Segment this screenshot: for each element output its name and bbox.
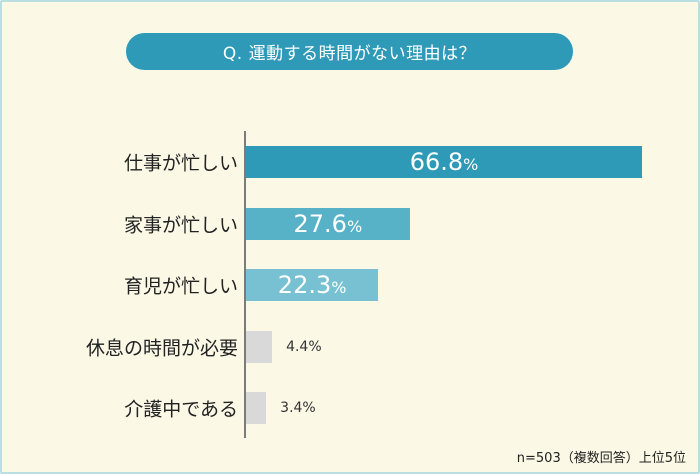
category-label: 休息の時間が必要 bbox=[85, 337, 238, 360]
value-label: 4.4% bbox=[286, 339, 322, 355]
bar bbox=[246, 146, 643, 178]
bar bbox=[246, 331, 273, 363]
category-label: 育児が忙しい bbox=[123, 275, 238, 298]
sample-note: n=503（複数回答）上位5位 bbox=[516, 451, 686, 466]
bar bbox=[246, 269, 379, 301]
value-label: 66.8% bbox=[409, 148, 479, 176]
bar bbox=[246, 208, 410, 240]
category-label: 仕事が忙しい bbox=[123, 152, 238, 175]
value-label: 27.6% bbox=[293, 210, 363, 238]
category-label: 家事が忙しい bbox=[123, 214, 238, 237]
category-axis-line bbox=[244, 131, 246, 438]
bar bbox=[246, 392, 267, 424]
value-label: 3.4% bbox=[280, 400, 316, 416]
category-label: 介護中である bbox=[124, 398, 238, 421]
chart-title: Q. 運動する時間がない理由は？ bbox=[126, 33, 573, 70]
value-label: 22.3% bbox=[277, 271, 347, 299]
